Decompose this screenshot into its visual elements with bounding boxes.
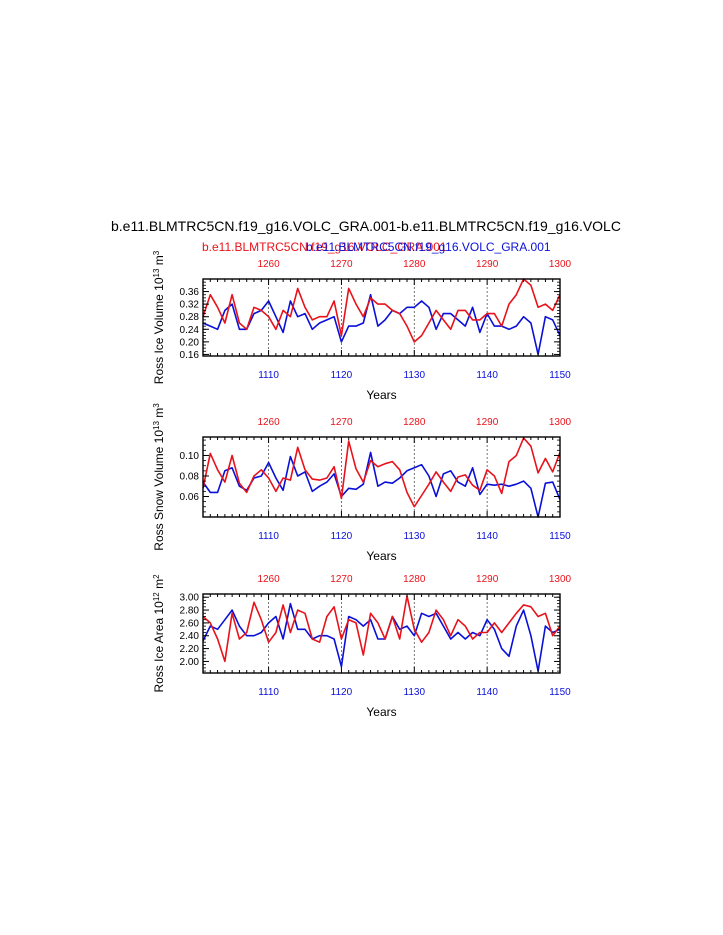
y-tick-label: 0.24 [180, 325, 200, 336]
y-axis-label-part: Ross Ice Volume 10 [152, 277, 166, 384]
blue-series-line [202, 293, 561, 356]
x-tick-label-bottom: 1130 [404, 370, 426, 381]
red-series-line [202, 278, 561, 343]
x-axis-label: Years [366, 549, 396, 563]
y-axis-label-superscript: 3 [152, 403, 161, 408]
x-tick-label-bottom: 1120 [331, 687, 353, 698]
x-tick-label-bottom: 1110 [258, 687, 279, 698]
x-tick-label-top: 1270 [330, 417, 353, 428]
panel-3: 1110 1120 1130 1140 1150 1260 1270 1280 1290 1300… [152, 574, 572, 719]
panel-1: 1110 1120 1130 1140 1150 1260 1270 1280 1290 1300… [152, 250, 572, 402]
plot-frame [202, 278, 561, 357]
figure-subtitle-red: b.e11.BLMTRC5CN.f19_g16.VOLC_GRA.001 [202, 240, 447, 254]
red-series-line [202, 595, 561, 663]
x-tick-label-top: 1270 [330, 574, 353, 585]
x-tick-label-bottom: 1150 [549, 531, 571, 542]
y-axis-label: Ross Ice Volume 1013 m3 [152, 250, 167, 384]
x-tick-label-top: 1300 [549, 574, 572, 585]
x-axis-label: Years [366, 388, 396, 402]
x-tick-label-top: 1290 [476, 417, 499, 428]
x-tick-label-top: 1260 [257, 574, 280, 585]
y-axis-label-superscript: 13 [152, 268, 161, 277]
panels-group: 1110 1120 1130 1140 1150 1260 1270 1280 1290 1300… [152, 250, 572, 719]
y-axis-label-part: Ross Ice Area 10 [152, 601, 166, 693]
x-tick-label-bottom: 1120 [331, 370, 353, 381]
y-tick-label: 0.16 [180, 350, 200, 361]
x-tick-label-top: 1290 [476, 259, 499, 270]
x-tick-label-bottom: 1110 [258, 370, 279, 381]
y-axis-label: Ross Ice Area 1012 m2 [152, 574, 167, 693]
y-tick-label: 0.32 [180, 300, 200, 311]
plot-frame [202, 593, 561, 674]
x-tick-label-bottom: 1130 [404, 687, 426, 698]
y-tick-label: 2.80 [180, 606, 200, 617]
red-series-line [202, 437, 561, 508]
x-tick-label-top: 1280 [403, 574, 426, 585]
y-tick-label: 0.06 [180, 492, 200, 503]
x-tick-label-top: 1290 [476, 574, 499, 585]
y-tick-label: 2.40 [180, 631, 200, 642]
panel-2: 1110 1120 1130 1140 1150 1260 1270 1280 1290 1300… [152, 403, 572, 563]
x-axis-label: Years [366, 705, 396, 719]
blue-series-line [202, 451, 561, 518]
x-tick-label-top: 1280 [403, 259, 426, 270]
y-axis-label-superscript: 2 [152, 574, 161, 579]
x-tick-label-bottom: 1130 [404, 531, 426, 542]
x-tick-label-bottom: 1140 [476, 370, 498, 381]
x-tick-label-bottom: 1150 [549, 687, 571, 698]
y-tick-label: 0.28 [180, 312, 200, 323]
x-tick-label-bottom: 1120 [331, 531, 353, 542]
y-tick-label: 3.00 [180, 593, 200, 604]
figure-subtitle-blue: b.e11.BLMTRC5CN.f19_g16.VOLC_GRA.001 [306, 240, 551, 254]
plot-frame [202, 436, 561, 518]
y-axis-label-part: m [152, 255, 166, 268]
y-tick-label: 0.08 [180, 471, 200, 482]
y-axis-label-superscript: 13 [152, 421, 161, 430]
x-tick-label-top: 1280 [403, 417, 426, 428]
y-tick-label: 2.60 [180, 618, 200, 629]
x-tick-label-bottom: 1150 [549, 370, 571, 381]
y-axis-label: Ross Snow Volume 1013 m3 [152, 403, 167, 551]
y-tick-label: 0.20 [180, 337, 200, 348]
y-tick-label: 2.20 [180, 644, 200, 655]
y-tick-label: 0.36 [180, 287, 200, 298]
y-axis-label-part: Ross Snow Volume 10 [152, 430, 166, 551]
y-axis-label-part: m [152, 579, 166, 592]
x-tick-label-bottom: 1140 [476, 687, 498, 698]
x-tick-label-top: 1300 [549, 417, 572, 428]
x-tick-label-bottom: 1140 [476, 531, 498, 542]
y-axis-label-superscript: 3 [152, 250, 161, 255]
x-tick-label-top: 1270 [330, 259, 353, 270]
x-tick-label-top: 1260 [257, 259, 280, 270]
y-axis-label-superscript: 12 [152, 592, 161, 601]
figure-title: b.e11.BLMTRC5CN.f19_g16.VOLC_GRA.001-b.e… [111, 218, 621, 234]
y-tick-label: 0.10 [180, 451, 200, 462]
x-tick-label-top: 1300 [549, 259, 572, 270]
x-tick-label-top: 1260 [257, 417, 280, 428]
blue-series-line [202, 602, 561, 672]
x-tick-label-bottom: 1110 [258, 531, 279, 542]
y-axis-label-part: m [152, 408, 166, 421]
y-tick-label: 2.00 [180, 657, 200, 668]
